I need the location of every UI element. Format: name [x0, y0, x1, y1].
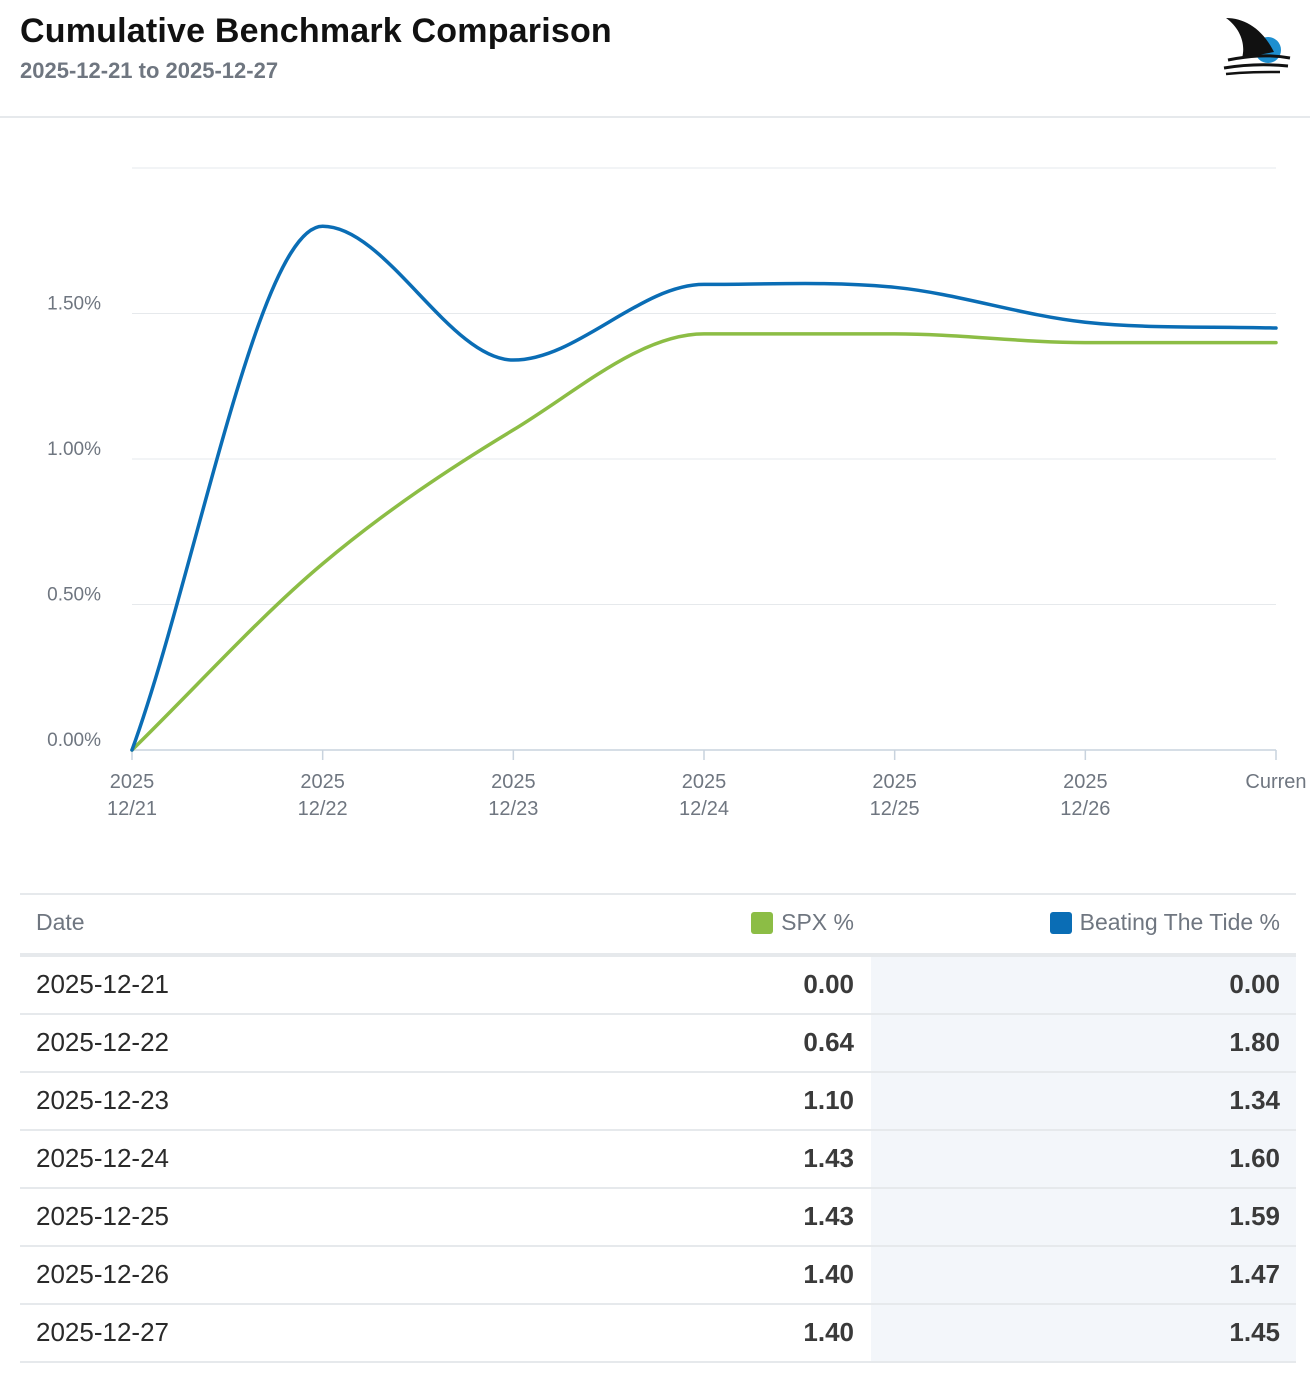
- highlight-column: [871, 1247, 1296, 1303]
- table-row: 2025-12-23 1.10 1.34: [20, 1073, 1296, 1131]
- x-tick-label: 2025 12/23: [488, 771, 538, 820]
- benchmark-table: Date SPX % Beating The Tide % 2025-12-21…: [20, 893, 1296, 1363]
- date-range-subtitle: 2025-12-21 to 2025-12-27: [20, 58, 279, 83]
- table-body: 2025-12-21 0.00 0.00 2025-12-22 0.64 1.8…: [20, 957, 1296, 1363]
- btt-cell: 1.59: [1229, 1201, 1280, 1231]
- table-row: 2025-12-21 0.00 0.00: [20, 957, 1296, 1015]
- spx-series-line: [130, 332, 1278, 752]
- x-tick-label: 2025 12/25: [870, 771, 920, 820]
- table-row: 2025-12-25 1.43 1.59: [20, 1189, 1296, 1247]
- date-cell: 2025-12-24: [36, 1143, 169, 1173]
- btt-cell: 1.47: [1229, 1259, 1280, 1289]
- column-header-spx[interactable]: SPX %: [751, 909, 854, 936]
- header: Cumulative Benchmark Comparison 2025-12-…: [0, 0, 1310, 118]
- x-tick-label: 2025 12/21: [107, 771, 157, 820]
- x-tick-label: 2025 12/24: [679, 771, 729, 820]
- spx-cell: 1.43: [803, 1201, 854, 1231]
- shark-fin-logo-icon: [1223, 18, 1291, 76]
- grid-layer: [132, 167, 1276, 751]
- y-tick-label: 1.50%: [47, 294, 101, 315]
- y-tick-label: 0.00%: [47, 730, 101, 751]
- btt-cell: 1.80: [1229, 1027, 1280, 1057]
- table-row: 2025-12-22 0.64 1.80: [20, 1015, 1296, 1073]
- btt-cell: 1.34: [1229, 1085, 1280, 1115]
- spx-cell: 1.43: [803, 1143, 854, 1173]
- spx-cell: 1.40: [803, 1317, 854, 1347]
- table-header: Date SPX % Beating The Tide %: [20, 893, 1296, 957]
- btt-cell: 0.00: [1229, 969, 1280, 999]
- column-header-date[interactable]: Date: [36, 909, 85, 935]
- x-tick-label: Curren: [1245, 771, 1306, 793]
- date-cell: 2025-12-21: [36, 969, 169, 999]
- x-tick-label: 2025 12/22: [298, 771, 348, 820]
- highlight-column: [871, 1189, 1296, 1245]
- axis-layer: 0.00% 0.50% 1.00% 1.50% 2025 12/21 2025 12/22 20…: [47, 294, 1306, 821]
- btt-legend-swatch: [1049, 911, 1072, 934]
- date-cell: 2025-12-22: [36, 1027, 169, 1057]
- btt-cell: 1.60: [1229, 1143, 1280, 1173]
- spx-legend-swatch: [751, 911, 774, 934]
- btt-header-label: Beating The Tide %: [1079, 909, 1280, 935]
- y-tick-label: 1.00%: [47, 439, 101, 460]
- highlight-column: [871, 1305, 1296, 1361]
- spx-header-label: SPX %: [781, 909, 854, 935]
- table-row: 2025-12-24 1.43 1.60: [20, 1131, 1296, 1189]
- date-cell: 2025-12-27: [36, 1317, 169, 1347]
- column-header-btt[interactable]: Beating The Tide %: [1049, 909, 1280, 936]
- y-tick-label: 0.50%: [47, 585, 101, 606]
- date-cell: 2025-12-25: [36, 1201, 169, 1231]
- series-layer: [130, 224, 1278, 752]
- spx-cell: 0.00: [803, 969, 854, 999]
- highlight-column: [871, 957, 1296, 1013]
- btt-series-line: [130, 224, 1278, 752]
- spx-cell: 0.64: [803, 1027, 854, 1057]
- highlight-column: [871, 1015, 1296, 1071]
- table-row: 2025-12-27 1.40 1.45: [20, 1305, 1296, 1363]
- spx-cell: 1.40: [803, 1259, 854, 1289]
- benchmark-line-chart: 0.00% 0.50% 1.00% 1.50% 2025 12/21 2025 12/22 20…: [47, 167, 1307, 821]
- date-cell: 2025-12-26: [36, 1259, 169, 1289]
- page-title: Cumulative Benchmark Comparison: [20, 12, 612, 50]
- highlight-column: [871, 1131, 1296, 1187]
- highlight-column: [871, 1073, 1296, 1129]
- x-tick-label: 2025 12/26: [1060, 771, 1110, 820]
- date-cell: 2025-12-23: [36, 1085, 169, 1115]
- spx-cell: 1.10: [803, 1085, 854, 1115]
- table-row: 2025-12-26 1.40 1.47: [20, 1247, 1296, 1305]
- btt-cell: 1.45: [1229, 1317, 1280, 1347]
